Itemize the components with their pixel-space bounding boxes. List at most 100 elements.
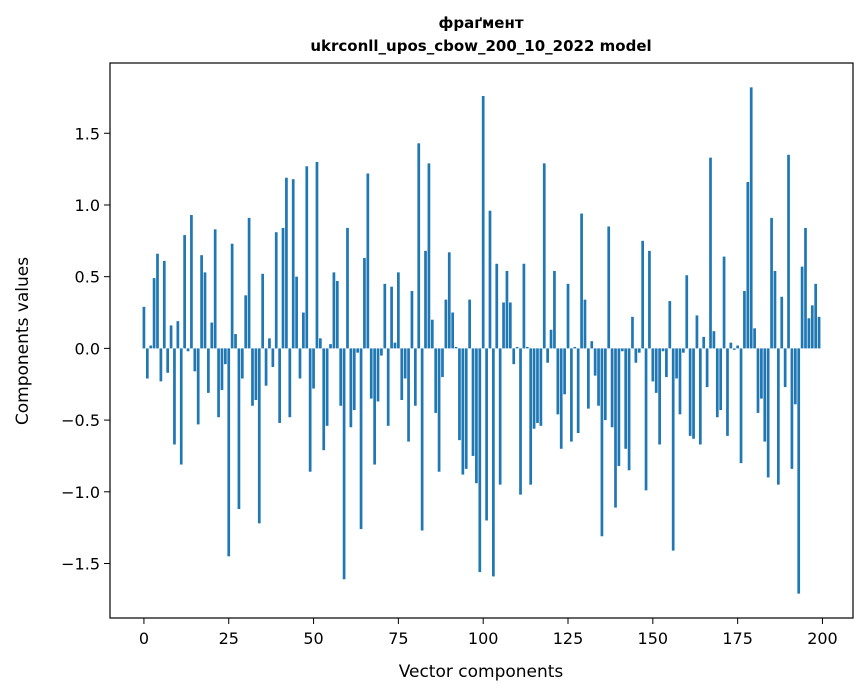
- bar-114: [529, 348, 533, 485]
- bar-65: [363, 258, 366, 349]
- bar-197: [810, 305, 814, 349]
- bar-13: [186, 348, 190, 352]
- bar-193: [797, 348, 801, 594]
- bar-94: [461, 348, 465, 475]
- bar-144: [631, 316, 634, 349]
- bar-49: [308, 348, 312, 472]
- bar-154: [665, 348, 668, 378]
- bar-39: [274, 232, 278, 349]
- bar-194: [800, 266, 804, 349]
- bar-196: [807, 318, 811, 349]
- bar-156: [671, 348, 675, 551]
- bar-86: [434, 348, 438, 413]
- y-tick-label: −1.5: [61, 555, 100, 574]
- bar-101: [485, 348, 488, 521]
- bar-29: [240, 348, 244, 379]
- bar-118: [542, 163, 546, 349]
- y-axis-ticks: −1.5 −1.0 −0.5 0.0 0.5 1.0 1.5: [61, 124, 110, 574]
- bar-159: [682, 348, 685, 353]
- x-tick-label: 100: [468, 629, 499, 648]
- bar-133: [593, 348, 597, 376]
- bar-134: [597, 348, 600, 406]
- bar-57: [335, 280, 339, 349]
- bar-59: [342, 348, 346, 580]
- bar-106: [502, 302, 505, 349]
- bar-8: [169, 325, 173, 349]
- bar-58: [339, 348, 343, 406]
- bar-132: [590, 341, 594, 349]
- bar-60: [346, 227, 349, 349]
- bar-17: [200, 255, 203, 349]
- bar-122: [556, 348, 560, 415]
- bar-142: [624, 348, 628, 449]
- bar-121: [553, 270, 556, 349]
- bar-48: [305, 166, 309, 349]
- y-tick-label: 0.5: [75, 268, 100, 287]
- bar-67: [369, 348, 373, 399]
- bar-129: [580, 213, 583, 349]
- bar-55: [329, 344, 332, 349]
- bar-173: [729, 342, 733, 349]
- bar-163: [695, 315, 699, 349]
- bar-126: [570, 348, 573, 442]
- bar-46: [298, 348, 302, 379]
- bar-15: [193, 348, 197, 372]
- bar-12: [183, 235, 186, 349]
- bar-176: [739, 348, 743, 464]
- bar-119: [546, 348, 550, 363]
- bar-167: [709, 157, 712, 349]
- bar-112: [522, 263, 526, 349]
- bar-97: [471, 348, 475, 456]
- bar-130: [583, 299, 587, 349]
- bar-82: [420, 348, 424, 531]
- bar-181: [756, 348, 760, 413]
- bar-26: [230, 243, 234, 349]
- bar-141: [620, 348, 624, 352]
- y-tick-label: −0.5: [61, 411, 100, 430]
- bar-69: [376, 348, 380, 402]
- bar-5: [159, 348, 163, 382]
- bar-53: [322, 348, 326, 451]
- bar-27: [234, 334, 237, 349]
- bar-62: [352, 348, 356, 411]
- x-tick-label: 50: [303, 629, 323, 648]
- bar-166: [705, 348, 709, 388]
- bar-10: [176, 321, 180, 349]
- bar-3: [152, 278, 156, 349]
- bar-30: [244, 295, 248, 349]
- bar-188: [780, 296, 784, 349]
- bar-45: [295, 276, 298, 349]
- bar-2: [149, 345, 153, 349]
- bar-170: [719, 348, 723, 411]
- bar-22: [217, 348, 220, 418]
- bar-96: [468, 299, 471, 349]
- bar-124: [563, 348, 566, 395]
- bar-149: [648, 250, 651, 349]
- bar-117: [539, 348, 543, 426]
- bar-0: [142, 306, 146, 349]
- bar-145: [634, 348, 638, 363]
- bar-32: [251, 348, 254, 406]
- bar-33: [254, 348, 258, 401]
- bar-61: [349, 348, 353, 428]
- bar-75: [397, 272, 400, 349]
- bar-37: [268, 338, 271, 349]
- bar-98: [475, 348, 478, 484]
- x-tick-label: 0: [139, 629, 149, 648]
- bar-34: [257, 348, 261, 524]
- bar-71: [383, 283, 387, 349]
- bar-103: [492, 348, 495, 577]
- bar-14: [190, 215, 193, 349]
- bar-11: [179, 348, 183, 465]
- bar-138: [610, 348, 614, 428]
- bar-52: [318, 338, 322, 349]
- chart-title-line1: фраґмент: [438, 14, 523, 32]
- bar-74: [393, 342, 397, 349]
- bar-151: [654, 348, 658, 393]
- chart-title-line2: ukrconll_upos_cbow_200_10_2022 model: [310, 37, 651, 55]
- y-tick-label: 0.0: [75, 339, 100, 358]
- bar-192: [793, 348, 797, 405]
- bar-171: [722, 256, 726, 349]
- bar-41: [281, 227, 285, 349]
